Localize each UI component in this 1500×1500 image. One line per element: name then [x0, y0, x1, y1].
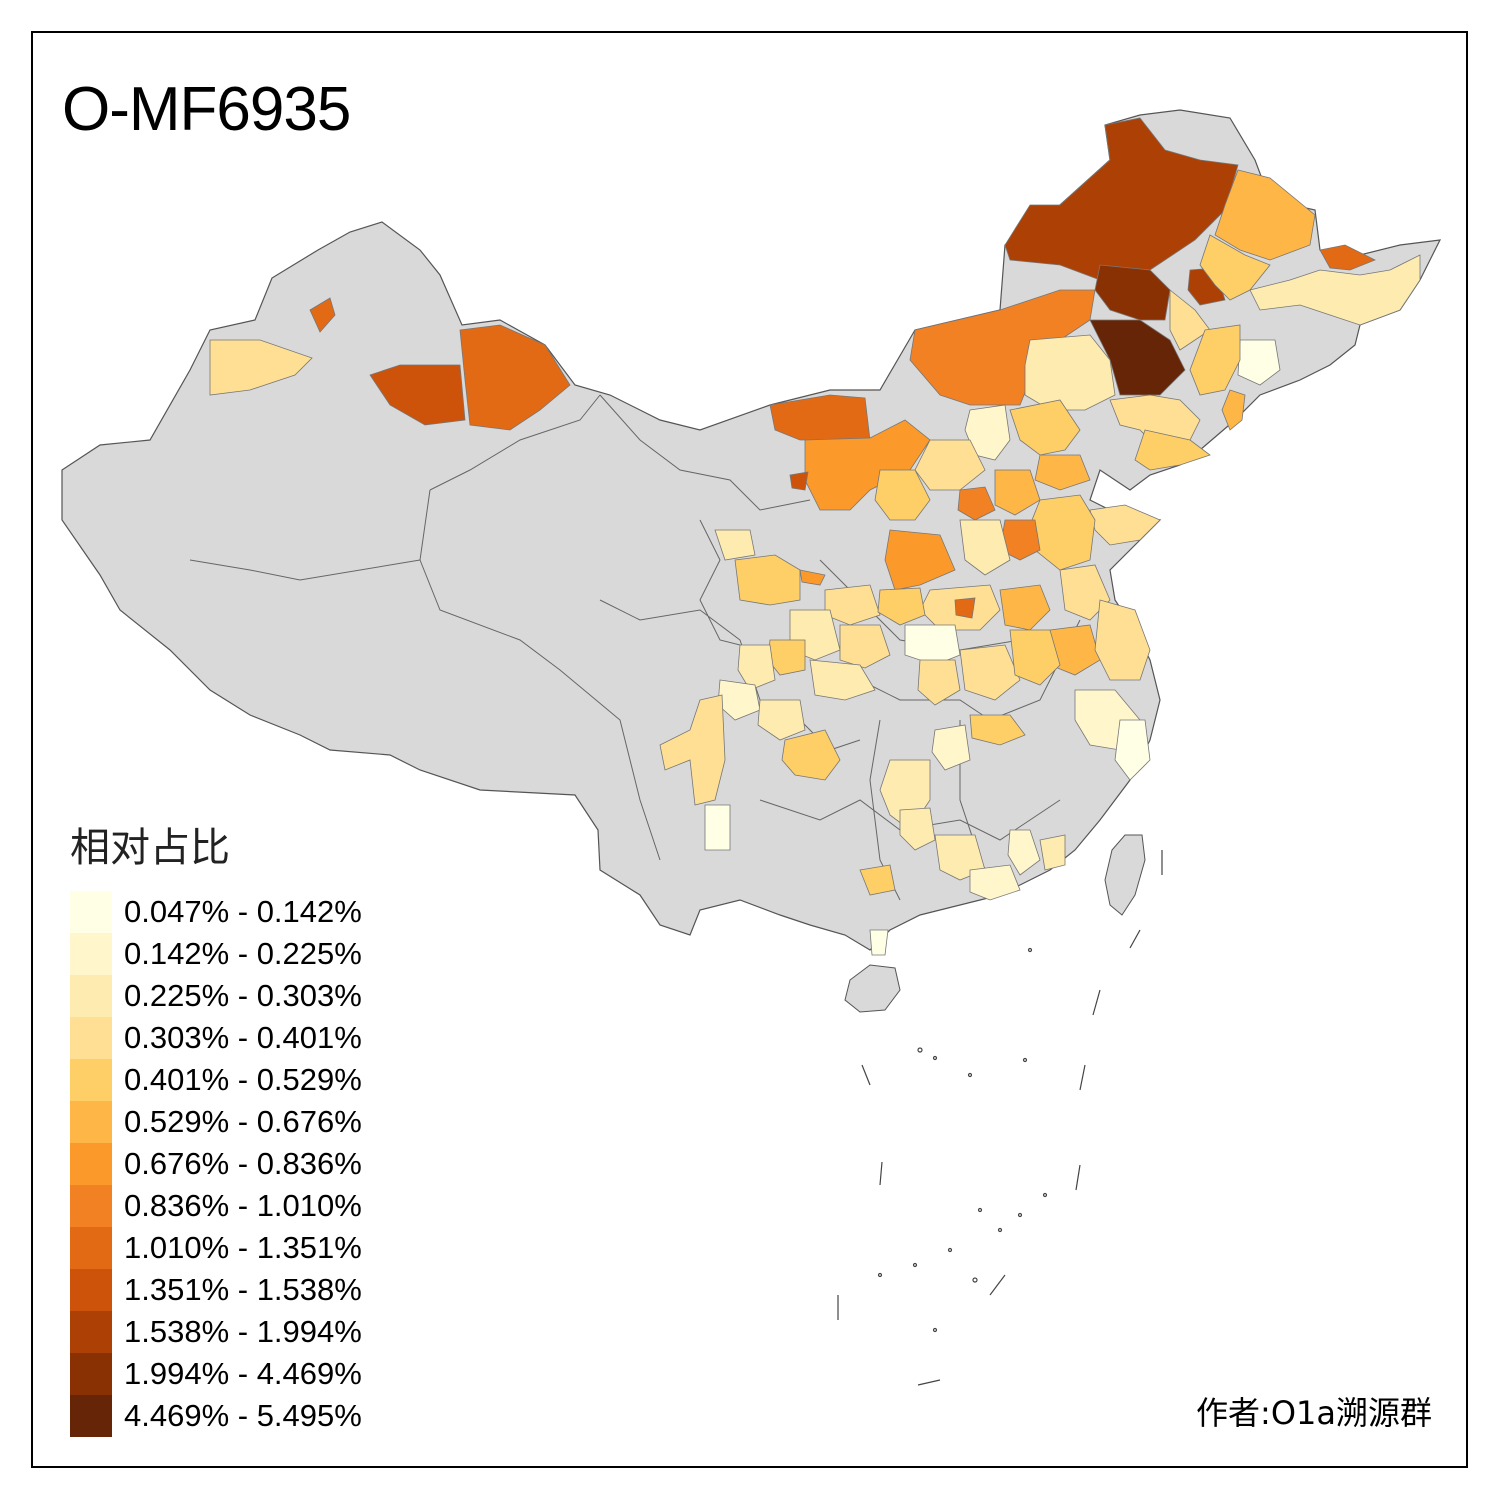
legend-label: 0.836% - 1.010%: [124, 1188, 362, 1223]
legend-label: 1.538% - 1.994%: [124, 1314, 362, 1349]
legend-swatch: [70, 1353, 112, 1395]
map-title: O-MF6935: [62, 75, 351, 144]
legend-label: 0.529% - 0.676%: [124, 1104, 362, 1139]
legend-label: 0.401% - 0.529%: [124, 1062, 362, 1097]
legend: 相对占比 0.047% - 0.142% 0.142% - 0.225% 0.225…: [70, 815, 362, 1437]
legend-item: 0.303% - 0.401%: [70, 1017, 362, 1059]
legend-item: 0.225% - 0.303%: [70, 975, 362, 1017]
legend-swatch: [70, 1185, 112, 1227]
legend-rows: 0.047% - 0.142% 0.142% - 0.225% 0.225% - 0…: [70, 891, 362, 1437]
legend-swatch: [70, 1017, 112, 1059]
legend-label: 0.225% - 0.303%: [124, 978, 362, 1013]
taiwan-island: [1104, 834, 1146, 916]
legend-swatch: [70, 1059, 112, 1101]
legend-item: 1.538% - 1.994%: [70, 1311, 362, 1353]
legend-item: 1.351% - 1.538%: [70, 1269, 362, 1311]
legend-swatch: [70, 975, 112, 1017]
legend-label: 4.469% - 5.495%: [124, 1398, 362, 1433]
legend-swatch: [70, 1143, 112, 1185]
legend-item: 0.529% - 0.676%: [70, 1101, 362, 1143]
legend-item: 1.010% - 1.351%: [70, 1227, 362, 1269]
legend-item: 0.142% - 0.225%: [70, 933, 362, 975]
hainan-island: [844, 964, 901, 1013]
legend-swatch: [70, 1269, 112, 1311]
legend-label: 0.142% - 0.225%: [124, 936, 362, 971]
legend-title: 相对占比: [70, 825, 230, 871]
legend-label: 1.351% - 1.538%: [124, 1272, 362, 1307]
legend-label: 1.994% - 4.469%: [124, 1356, 362, 1391]
legend-label: 0.676% - 0.836%: [124, 1146, 362, 1181]
map-frame: [31, 31, 1468, 1468]
legend-label: 1.010% - 1.351%: [124, 1230, 362, 1265]
legend-swatch: [70, 933, 112, 975]
legend-label: 0.047% - 0.142%: [124, 894, 362, 929]
legend-item: 1.994% - 4.469%: [70, 1353, 362, 1395]
legend-swatch: [70, 1227, 112, 1269]
legend-swatch: [70, 1101, 112, 1143]
legend-item: 0.401% - 0.529%: [70, 1059, 362, 1101]
south-china-sea-islands: [837, 850, 1163, 1386]
legend-item: 0.676% - 0.836%: [70, 1143, 362, 1185]
legend-swatch: [70, 1311, 112, 1353]
author-credit: 作者:O1a溯源群: [1196, 1394, 1432, 1432]
legend-label: 0.303% - 0.401%: [124, 1020, 362, 1055]
legend-swatch: [70, 891, 112, 933]
data-regions: [209, 117, 1421, 956]
legend-item: 4.469% - 5.495%: [70, 1395, 362, 1437]
legend-swatch: [70, 1395, 112, 1437]
legend-item: 0.047% - 0.142%: [70, 891, 362, 933]
legend-item: 0.836% - 1.010%: [70, 1185, 362, 1227]
